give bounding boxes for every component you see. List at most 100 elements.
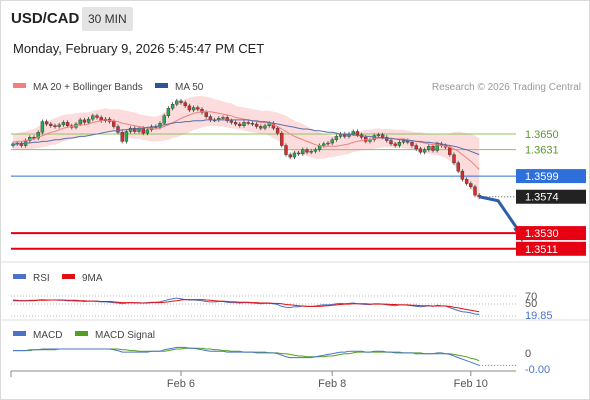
- candle-13: [65, 122, 70, 126]
- candle-100: [431, 146, 435, 151]
- candle-96: [414, 145, 418, 150]
- candle-90: [389, 140, 393, 145]
- timeframe-badge[interactable]: 30 MIN: [82, 7, 133, 31]
- x-tick-label-0: Feb 6: [167, 378, 195, 390]
- rsi-ma-line: [13, 299, 480, 313]
- legend-swatch-macd: [13, 331, 26, 336]
- macd-label-zero: 0: [525, 348, 531, 360]
- candle-36: [162, 115, 166, 124]
- candle-38: [170, 104, 175, 109]
- candle-54: [238, 123, 242, 126]
- candle-72: [313, 149, 318, 152]
- x-tick-label-1: Feb 8: [318, 378, 346, 390]
- candle-60: [263, 125, 267, 129]
- candle-42: [187, 105, 192, 111]
- candle-64: [280, 132, 284, 146]
- candle-106: [456, 162, 460, 172]
- candle-108: [464, 179, 469, 184]
- candle-70: [305, 149, 309, 153]
- rsi-label-70: 70: [525, 291, 537, 303]
- candle-109: [469, 183, 473, 188]
- x-axis-ticks: Feb 6 Feb 8 Feb 10: [10, 371, 488, 390]
- candle-75: [326, 142, 330, 145]
- candle-95: [410, 142, 414, 146]
- legend-label-rsi: RSI: [33, 273, 50, 284]
- rsi-lines: [12, 297, 480, 315]
- candle-76: [330, 139, 334, 144]
- candle-81: [351, 131, 355, 135]
- candle-77: [334, 136, 339, 140]
- level-label-1-3511: 1.3511: [525, 244, 558, 256]
- candle-57: [250, 123, 255, 125]
- candle-88: [380, 134, 385, 138]
- candle-7: [40, 121, 45, 133]
- macd-signal-line: [13, 347, 480, 362]
- legend-label-ma50: MA 50: [175, 82, 204, 93]
- bollinger-bands: [13, 96, 480, 201]
- candle-6: [36, 132, 40, 139]
- level-box-1-3599: [516, 169, 586, 184]
- candle-45: [200, 108, 204, 113]
- candle-97: [418, 148, 423, 153]
- candle-105: [452, 154, 456, 164]
- candle-101: [435, 143, 439, 151]
- candle-12: [61, 122, 66, 126]
- candle-53: [233, 122, 238, 125]
- forecast-arrow-shaft: [478, 195, 521, 233]
- legend-swatch-rsi: [13, 274, 26, 279]
- candle-87: [376, 134, 381, 136]
- candle-18: [86, 118, 91, 123]
- candle-28: [128, 127, 133, 132]
- legend-label-rsi-ma: 9MA: [82, 273, 103, 284]
- legend-label-macd: MACD: [33, 330, 62, 341]
- candle-69: [301, 149, 305, 154]
- candle-16: [78, 119, 82, 125]
- candle-19: [91, 115, 95, 120]
- candle-8: [44, 121, 49, 125]
- candle-68: [296, 152, 301, 155]
- candle-52: [229, 120, 234, 123]
- legend-swatch-ma50: [155, 83, 168, 88]
- datetime-label: Monday, February 9, 2026 5:45:47 PM CET: [13, 41, 265, 56]
- candle-71: [309, 151, 313, 153]
- candle-27: [124, 131, 129, 142]
- candle-17: [82, 119, 87, 123]
- candle-32: [145, 129, 150, 134]
- level-label-1-3650: 1.3650: [525, 129, 559, 141]
- candle-20: [95, 115, 99, 118]
- level-box-1-3530: [516, 226, 586, 241]
- candle-31: [141, 127, 145, 134]
- macd-label-current: -0.00: [525, 364, 550, 376]
- candle-33: [149, 126, 154, 131]
- candle-110: [473, 186, 477, 196]
- macd-line: [13, 346, 480, 366]
- candle-93: [401, 140, 406, 143]
- candle-10: [53, 125, 57, 127]
- candle-59: [259, 126, 263, 129]
- candle-50: [221, 117, 225, 119]
- level-box-1-3574: [516, 189, 586, 204]
- candle-58: [254, 123, 259, 127]
- level-label-1-3599: 1.3599: [525, 171, 559, 183]
- candle-99: [427, 146, 431, 150]
- candle-46: [204, 112, 208, 117]
- symbol-title: USD/CAD: [11, 10, 80, 27]
- candle-44: [196, 107, 200, 110]
- candle-40: [179, 100, 183, 103]
- legend-label-ma20: MA 20 + Bollinger Bands: [33, 82, 143, 93]
- candle-55: [242, 122, 246, 126]
- legend-swatch-rsi-ma: [62, 274, 75, 279]
- candle-91: [393, 143, 397, 146]
- candle-66: [288, 154, 292, 158]
- candle-65: [284, 145, 288, 155]
- candle-89: [385, 137, 389, 141]
- ma50-line: [12, 119, 480, 156]
- candle-92: [397, 142, 402, 146]
- level-label-1-3574: 1.3574: [525, 192, 559, 204]
- candle-82: [355, 131, 360, 135]
- candle-74: [322, 143, 326, 146]
- candle-37: [166, 108, 171, 116]
- candle-25: [116, 126, 120, 133]
- macd-lines: [13, 346, 516, 366]
